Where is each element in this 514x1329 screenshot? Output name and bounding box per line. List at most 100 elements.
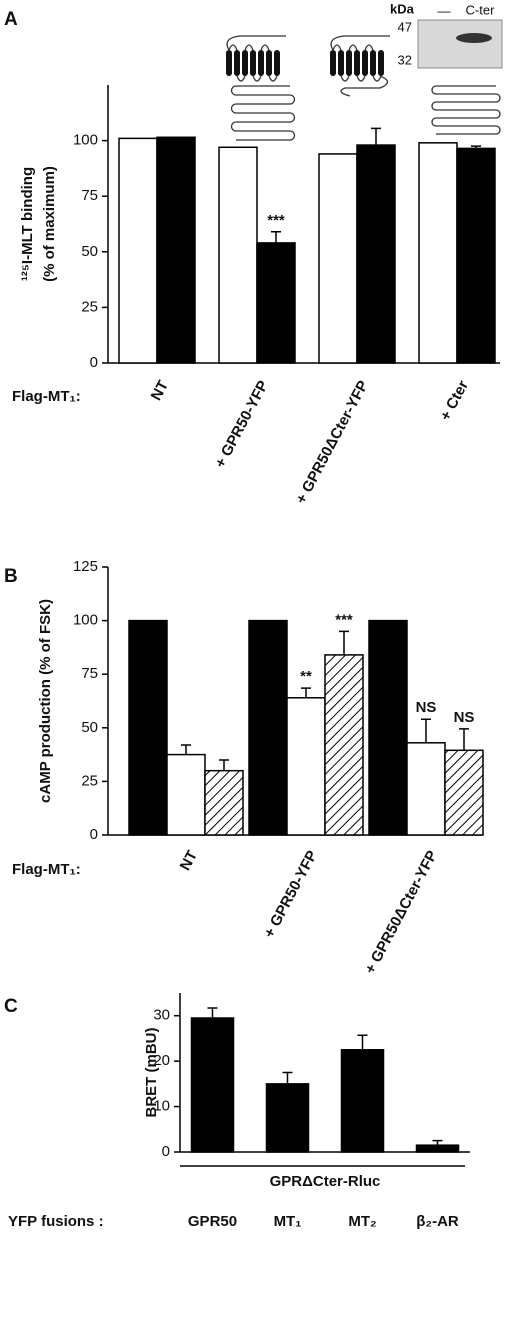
bar [118, 137, 158, 364]
error-bar [421, 718, 431, 743]
bar [128, 619, 168, 836]
row-label: Flag-MT₁: [12, 388, 81, 405]
blot [417, 19, 503, 69]
y-tick-label: 25 [81, 298, 98, 315]
bar [265, 1083, 310, 1153]
group-label: GPRΔCter-Rluc [270, 1173, 381, 1190]
helix [378, 50, 384, 76]
helix [362, 50, 368, 76]
y-tick-label: 100 [73, 612, 98, 629]
y-tick-label: 125 [73, 558, 98, 575]
x-tick-label: GPR50 [188, 1213, 237, 1230]
error-bar [282, 1071, 293, 1084]
x-tick-label: MT₁ [274, 1213, 302, 1230]
error-bar [357, 1034, 368, 1050]
significance-label: *** [335, 611, 353, 628]
bar [256, 242, 296, 364]
bar [286, 697, 326, 836]
blot-lane: — [438, 3, 451, 18]
helix [234, 50, 240, 76]
y-tick-label: 0 [90, 354, 98, 371]
significance-label: ** [300, 668, 312, 685]
y-tick-label: 50 [81, 243, 98, 260]
blot-marker: 32 [398, 52, 412, 67]
x-tick-label: + Cter [437, 378, 472, 424]
bar [324, 654, 364, 836]
panel-label: A [4, 9, 18, 30]
loops [226, 35, 286, 82]
bar [356, 144, 396, 364]
error-bar [207, 1007, 218, 1018]
x-tick-label: + GPR50-YFP [212, 378, 272, 471]
bar [190, 1017, 235, 1153]
blot-band [456, 33, 492, 43]
y-tick-label: 75 [81, 665, 98, 682]
row-label: Flag-MT₁: [12, 861, 81, 878]
c-tail [431, 85, 501, 135]
error-bar [432, 1139, 443, 1146]
bar [456, 147, 496, 364]
bar [218, 146, 258, 364]
bar [418, 142, 458, 364]
helix [370, 50, 376, 76]
bar [318, 153, 358, 364]
loops [330, 35, 390, 82]
x-tick-label: MT₂ [348, 1213, 376, 1230]
bar [166, 753, 206, 836]
helix [226, 50, 232, 76]
significance-label: NS [416, 699, 437, 716]
bar [248, 619, 288, 836]
c-tail [340, 75, 389, 97]
y-tick-label: 0 [162, 1143, 170, 1160]
panel-label: B [4, 566, 18, 587]
blot-unit: kDa [390, 1, 415, 16]
x-tick-label: NT [177, 848, 201, 874]
helix [346, 50, 352, 76]
helix [330, 50, 336, 76]
error-bar [339, 630, 349, 655]
x-tick-label: + GPR50-YFP [261, 848, 321, 941]
y-tick-label: 10 [153, 1098, 170, 1115]
bar [340, 1049, 385, 1153]
c-tail [230, 85, 296, 141]
y-tick-label: 30 [153, 1007, 170, 1024]
row-label: YFP fusions : [8, 1213, 104, 1230]
bar [368, 619, 408, 836]
error-bar [371, 127, 381, 146]
blot-marker: 47 [398, 19, 412, 34]
panel-label: C [4, 996, 18, 1017]
y-axis-label: (% of maximum) [41, 166, 58, 282]
helix [338, 50, 344, 76]
y-axis-label: ¹²⁵I-MLT binding [19, 167, 36, 281]
y-tick-label: 75 [81, 187, 98, 204]
bar [204, 769, 244, 836]
helix [274, 50, 280, 76]
bar [444, 749, 484, 836]
y-tick-label: 100 [73, 132, 98, 149]
helix [250, 50, 256, 76]
x-tick-label: + GPR50ΔCter-YFP [362, 848, 441, 977]
bar [415, 1144, 460, 1153]
error-bar [271, 231, 281, 243]
helix [258, 50, 264, 76]
x-tick-label: + GPR50ΔCter-YFP [293, 378, 372, 507]
y-axis-label: cAMP production (% of FSK) [37, 599, 54, 803]
y-tick-label: 0 [90, 826, 98, 843]
receptor-icons [226, 35, 501, 141]
y-tick-label: 20 [153, 1052, 170, 1069]
error-bar [219, 759, 229, 771]
error-bar [181, 744, 191, 755]
x-tick-label: NT [148, 378, 172, 404]
helix [242, 50, 248, 76]
y-tick-label: 25 [81, 772, 98, 789]
significance-label: *** [267, 212, 285, 229]
bar [156, 136, 196, 364]
blot-lane: C-ter [466, 2, 496, 17]
error-bar [301, 687, 311, 698]
error-bar [459, 728, 469, 751]
helix [354, 50, 360, 76]
y-axis-label: BRET (mBU) [143, 1028, 160, 1118]
x-tick-label: β₂-AR [416, 1213, 459, 1230]
